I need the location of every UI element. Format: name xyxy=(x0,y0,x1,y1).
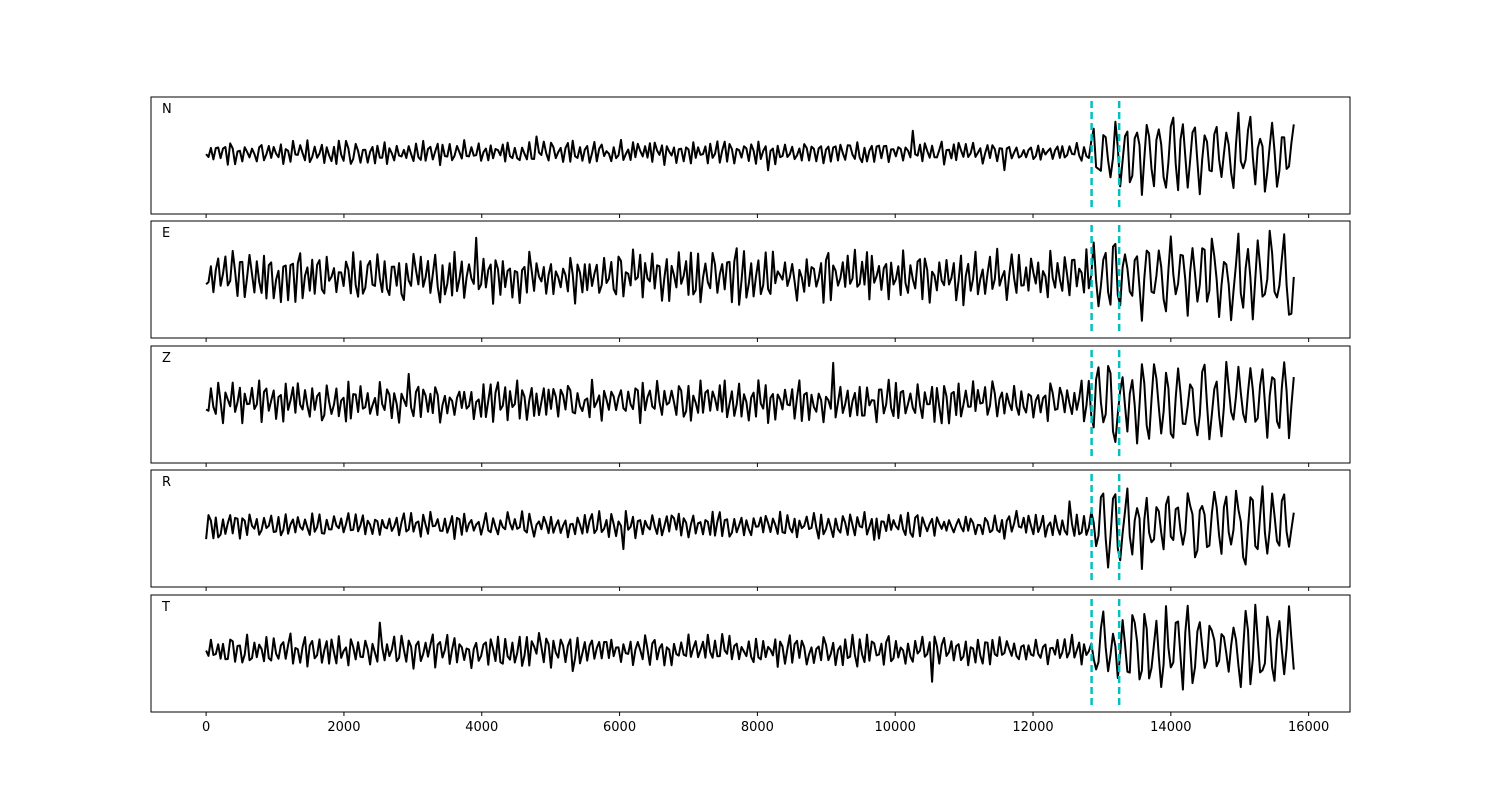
x-tick-label: 10000 xyxy=(875,720,916,735)
panel-t: T xyxy=(150,594,1351,716)
waveform-trace xyxy=(205,603,1295,691)
x-tick-label: 16000 xyxy=(1288,720,1329,735)
x-tick-label: 6000 xyxy=(603,720,636,735)
panel-n: N xyxy=(150,96,1351,218)
panel-r: R xyxy=(150,469,1351,591)
x-tick-label: 0 xyxy=(202,720,210,735)
panel-frame xyxy=(150,220,1351,339)
x-tick-label: 8000 xyxy=(741,720,774,735)
channel-label: Z xyxy=(162,351,171,366)
channel-label: N xyxy=(162,102,172,117)
x-tick-label: 2000 xyxy=(327,720,360,735)
x-tick-label: 12000 xyxy=(1012,720,1053,735)
x-axis: 0 2000 4000 6000 8000 10000 12000 14000 16000 xyxy=(202,720,1329,735)
channel-panels: N E Z R T xyxy=(150,96,1351,716)
waveform-trace xyxy=(205,111,1295,196)
waveform-trace xyxy=(205,360,1295,445)
waveform-trace xyxy=(205,485,1295,570)
panel-frame xyxy=(150,345,1351,464)
x-tick-label: 14000 xyxy=(1150,720,1191,735)
panel-frame xyxy=(150,469,1351,588)
panel-z: Z xyxy=(150,345,1351,467)
panel-e: E xyxy=(150,220,1351,342)
channel-label: T xyxy=(161,600,170,615)
panel-frame xyxy=(150,96,1351,215)
channel-label: E xyxy=(162,226,170,241)
channel-label: R xyxy=(162,475,171,490)
x-tick-label: 4000 xyxy=(465,720,498,735)
waveform-trace xyxy=(205,229,1295,322)
panel-frame xyxy=(150,594,1351,713)
